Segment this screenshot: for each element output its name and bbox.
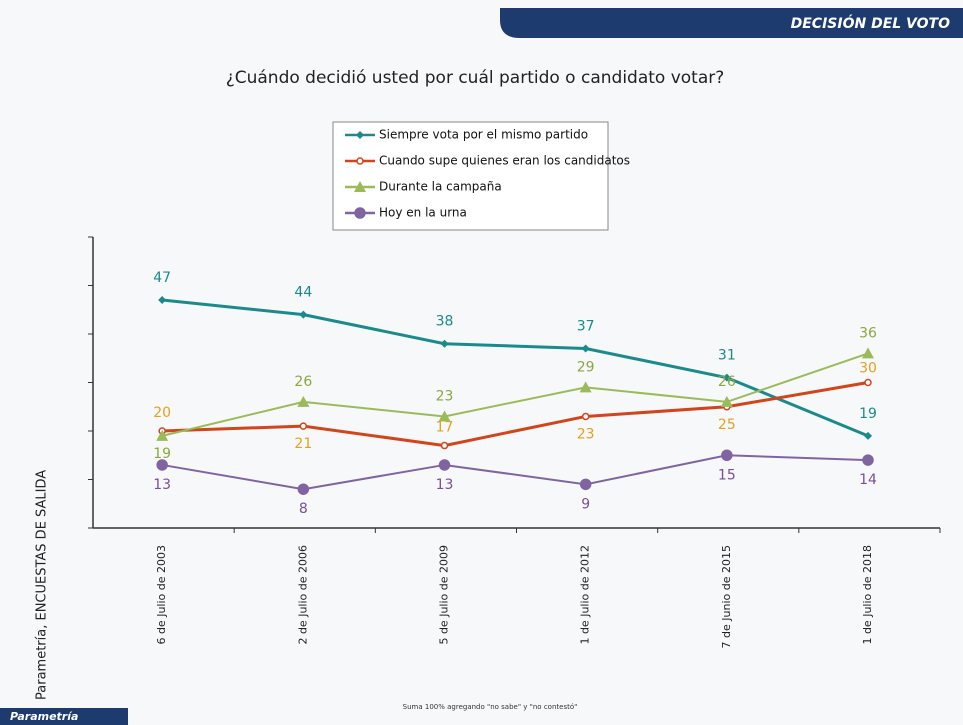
data-label: 21: [294, 436, 312, 452]
marker: [156, 459, 168, 471]
data-label: 19: [153, 446, 171, 462]
data-label: 38: [436, 314, 454, 330]
data-label: 19: [859, 406, 877, 422]
marker: [297, 483, 310, 495]
marker: [438, 410, 451, 422]
series-line: [162, 298, 869, 438]
data-label: 36: [859, 325, 877, 341]
data-label: 37: [577, 319, 595, 335]
x-tick-label: 2 de Julio de 2006: [296, 545, 309, 645]
legend-label: Siempre vota por el mismo partido: [379, 128, 588, 142]
chart-title: ¿Cuándo decidió usted por cuál partido o…: [226, 68, 725, 88]
x-tick-label: 7 de Junio de 2015: [720, 545, 733, 648]
data-label: 13: [436, 477, 454, 493]
data-label: 47: [153, 270, 171, 286]
marker: [354, 181, 366, 192]
marker: [864, 431, 873, 440]
series-line: [162, 381, 869, 448]
marker: [864, 378, 872, 387]
marker: [862, 454, 874, 466]
data-label: 29: [577, 359, 595, 375]
header-bar: [500, 8, 963, 38]
x-tick-label: 1 de Julio de 2012: [579, 545, 592, 645]
marker: [354, 207, 366, 219]
marker: [158, 296, 167, 305]
data-label: 31: [718, 348, 736, 364]
legend-label: Cuando supe quienes eran los candidatos: [379, 154, 630, 168]
legend-box: [332, 121, 609, 231]
marker: [440, 339, 449, 348]
marker: [297, 395, 310, 407]
data-label: 9: [581, 496, 590, 512]
marker: [581, 412, 590, 421]
logo: Parametría: [10, 710, 78, 723]
marker: [299, 422, 308, 430]
marker: [722, 373, 731, 382]
footnote: Suma 100% agregando "no sabe" y "no cont…: [403, 703, 578, 711]
marker: [720, 395, 733, 407]
legend-label: Durante la campaña: [379, 180, 502, 194]
marker: [438, 459, 451, 471]
data-label: 15: [718, 467, 736, 483]
data-label: 44: [294, 285, 312, 301]
data-label: 25: [718, 417, 736, 433]
data-label: 26: [294, 374, 312, 390]
data-label: 26: [718, 374, 736, 390]
marker: [440, 441, 449, 450]
data-label: 20: [153, 405, 171, 421]
marker: [356, 157, 364, 165]
data-label: 30: [859, 361, 877, 377]
legend-label: Hoy en la urna: [379, 206, 467, 220]
marker: [581, 344, 590, 353]
data-label: 17: [436, 420, 454, 436]
data-label: 8: [299, 501, 308, 517]
marker: [299, 310, 308, 319]
x-tick-label: 6 de Julio de 2003: [155, 545, 168, 645]
marker: [156, 429, 169, 441]
data-label: 14: [859, 472, 877, 488]
series-line: [161, 352, 869, 437]
x-tick-label: 1 de Julio de 2018: [861, 545, 874, 645]
marker: [721, 449, 733, 461]
marker: [356, 131, 364, 139]
marker: [579, 478, 592, 491]
side-label: Parametría, ENCUESTAS DE SALIDA: [35, 470, 50, 700]
marker: [862, 347, 875, 359]
logo-box: [0, 708, 128, 725]
marker: [579, 381, 592, 393]
header: DECISIÓN DEL VOTO: [791, 14, 950, 32]
data-label: 23: [436, 388, 454, 404]
data-label: 13: [153, 477, 171, 493]
series-line: [162, 454, 869, 491]
x-tick-label: 5 de Julio de 2009: [438, 545, 451, 645]
data-label: 23: [577, 426, 595, 442]
